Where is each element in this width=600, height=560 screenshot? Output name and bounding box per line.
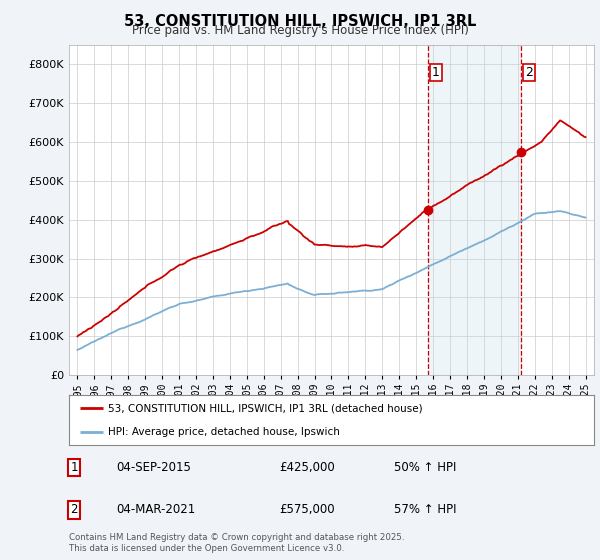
Text: Contains HM Land Registry data © Crown copyright and database right 2025.
This d: Contains HM Land Registry data © Crown c… <box>69 533 404 553</box>
Text: 1: 1 <box>432 66 440 79</box>
Text: 1: 1 <box>71 461 78 474</box>
Text: £575,000: £575,000 <box>279 503 335 516</box>
Bar <box>428 45 521 375</box>
Text: 57% ↑ HPI: 57% ↑ HPI <box>395 503 457 516</box>
Text: £425,000: £425,000 <box>279 461 335 474</box>
Text: 50% ↑ HPI: 50% ↑ HPI <box>395 461 457 474</box>
Text: HPI: Average price, detached house, Ipswich: HPI: Average price, detached house, Ipsw… <box>109 427 340 437</box>
Text: 53, CONSTITUTION HILL, IPSWICH, IP1 3RL: 53, CONSTITUTION HILL, IPSWICH, IP1 3RL <box>124 14 476 29</box>
Text: 04-MAR-2021: 04-MAR-2021 <box>116 503 196 516</box>
Text: 53, CONSTITUTION HILL, IPSWICH, IP1 3RL (detached house): 53, CONSTITUTION HILL, IPSWICH, IP1 3RL … <box>109 403 423 413</box>
Text: Price paid vs. HM Land Registry's House Price Index (HPI): Price paid vs. HM Land Registry's House … <box>131 24 469 37</box>
Text: 2: 2 <box>71 503 78 516</box>
Text: 04-SEP-2015: 04-SEP-2015 <box>116 461 191 474</box>
Text: 2: 2 <box>525 66 533 79</box>
